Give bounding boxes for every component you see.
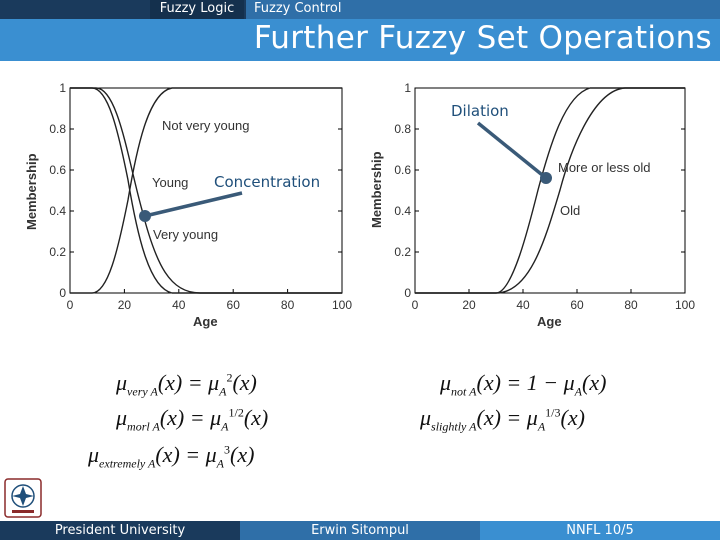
concentration-label: Concentration xyxy=(214,173,320,191)
x-tick-label: 20 xyxy=(462,298,476,312)
tab-fuzzy-logic[interactable]: Fuzzy Logic xyxy=(150,0,244,19)
title-bar xyxy=(0,19,720,61)
formula-extremely: μextremely A(x) = μA3(x) xyxy=(88,442,255,471)
dilation-pointer xyxy=(476,121,548,180)
x-tick-label: 60 xyxy=(570,298,584,312)
label-not-very-young: Not very young xyxy=(162,118,249,133)
formula-slightly: μslightly A(x) = μA1/3(x) xyxy=(420,405,585,434)
x-tick-label: 40 xyxy=(172,298,186,312)
x-axis-label: Age xyxy=(537,314,562,329)
y-tick-label: 0.2 xyxy=(49,245,66,259)
tab-fuzzy-control[interactable]: Fuzzy Control xyxy=(246,0,720,19)
curve-very-young xyxy=(70,87,342,294)
footer-author: Erwin Sitompul xyxy=(240,521,480,540)
x-tick-label: 40 xyxy=(516,298,530,312)
y-tick-label: 0.2 xyxy=(394,245,411,259)
chart-old: 0 20 40 60 80 100 0 0.2 0.4 0.6 0.8 1 More or less … xyxy=(369,81,695,329)
curve-more-or-less-old xyxy=(415,87,685,294)
x-tick-label: 0 xyxy=(412,298,419,312)
y-tick-label: 0.6 xyxy=(394,163,411,177)
y-tick-label: 0.6 xyxy=(49,163,66,177)
x-tick-label: 0 xyxy=(67,298,74,312)
x-tick-label: 20 xyxy=(118,298,132,312)
label-young: Young xyxy=(152,175,188,190)
university-logo-icon xyxy=(4,478,42,518)
curve-not-very-young xyxy=(70,87,342,294)
formula-more-or-less: μmorl A(x) = μA1/2(x) xyxy=(116,405,269,434)
label-more-or-less-old: More or less old xyxy=(558,160,650,175)
y-tick-label: 1 xyxy=(404,81,411,95)
formula-not: μnot A(x) = 1 − μA(x) xyxy=(440,370,607,399)
y-tick-label: 0.4 xyxy=(394,204,411,218)
curve-young xyxy=(70,87,342,294)
y-tick-label: 0 xyxy=(59,286,66,300)
chart-young: 0 20 40 60 80 100 0 0.2 0.4 0.6 0.8 1 Not very youn… xyxy=(24,81,352,329)
plot-frame xyxy=(414,87,686,294)
x-tick-label: 80 xyxy=(281,298,295,312)
y-tick-label: 0 xyxy=(404,286,411,300)
formula-very: μvery A(x) = μA2(x) xyxy=(116,370,257,399)
label-very-young: Very young xyxy=(153,227,218,242)
y-axis-label: Membership xyxy=(24,153,39,230)
curve-old xyxy=(415,87,685,294)
x-axis-label: Age xyxy=(193,314,218,329)
footer-bar: President University Erwin Sitompul NNFL… xyxy=(0,521,720,540)
footer-page-number: NNFL 10/5 xyxy=(480,521,720,540)
footer-university: President University xyxy=(0,521,240,540)
x-tick-label: 100 xyxy=(675,298,695,312)
y-tick-label: 1 xyxy=(59,81,66,95)
y-tick-label: 0.8 xyxy=(394,122,411,136)
x-tick-label: 100 xyxy=(332,298,352,312)
y-tick-label: 0.8 xyxy=(49,122,66,136)
y-axis-label: Membership xyxy=(369,151,384,228)
concentration-marker xyxy=(139,210,151,222)
x-tick-label: 80 xyxy=(624,298,638,312)
concentration-pointer xyxy=(144,191,243,218)
label-old: Old xyxy=(560,203,580,218)
x-tick-label: 60 xyxy=(227,298,241,312)
dilation-marker xyxy=(540,172,552,184)
slide-title: Further Fuzzy Set Operations xyxy=(253,20,712,56)
y-tick-label: 0.4 xyxy=(49,204,66,218)
dilation-label: Dilation xyxy=(451,102,509,120)
